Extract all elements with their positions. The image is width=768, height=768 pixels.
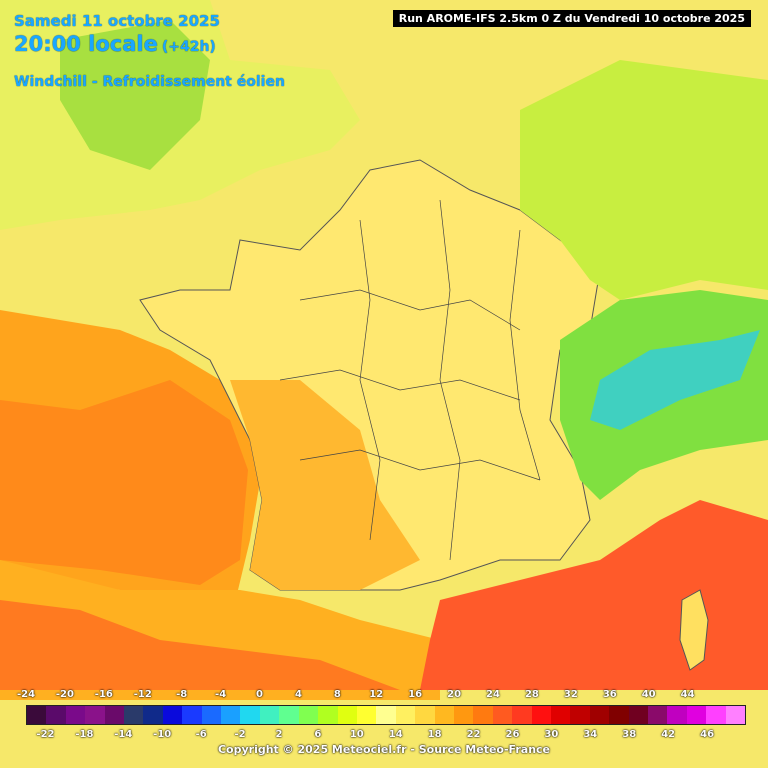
- spain-hot: [0, 600, 400, 690]
- legend-tick-label: 4: [294, 689, 302, 700]
- legend-swatch: [46, 706, 66, 724]
- legend-tick-label: -22: [36, 729, 55, 740]
- legend-tick-label: -14: [114, 729, 133, 740]
- legend-color-scale: [26, 705, 746, 725]
- legend-tick-label: -2: [234, 729, 246, 740]
- legend-swatch: [550, 706, 571, 724]
- legend-tick-label: 24: [486, 689, 500, 700]
- legend-swatch: [706, 706, 726, 724]
- legend-swatch: [648, 706, 668, 724]
- legend-swatch: [667, 706, 687, 724]
- legend-swatch: [434, 706, 454, 724]
- legend-swatch: [589, 706, 610, 724]
- legend-swatch: [240, 706, 260, 724]
- legend-swatch: [609, 706, 629, 724]
- france-southwest-warm: [230, 380, 420, 590]
- legend-swatch: [201, 706, 222, 724]
- legend-tick-label: -24: [16, 689, 36, 700]
- legend-swatch: [124, 706, 144, 724]
- legend-tick-label: 8: [333, 689, 341, 700]
- forecast-date: Samedi 11 octobre 2025: [14, 12, 220, 30]
- forecast-local-time: 20:00 locale: [14, 32, 158, 56]
- legend-tick-label: 46: [700, 729, 715, 740]
- legend-swatch: [27, 706, 47, 724]
- legend-swatch: [182, 706, 202, 724]
- legend-tick-label: -18: [75, 729, 94, 740]
- legend-swatch: [686, 706, 707, 724]
- legend-swatch: [570, 706, 590, 724]
- legend-tick-label: 30: [544, 729, 559, 740]
- france-land: [139, 159, 601, 591]
- legend-swatch: [85, 706, 105, 724]
- legend-tick-label: -8: [176, 689, 188, 700]
- model-run-label: Run AROME-IFS 2.5km 0 Z du Vendredi 10 o…: [392, 10, 751, 27]
- atlantic-deep: [0, 380, 248, 585]
- legend-swatch: [473, 706, 493, 724]
- legend-tick-label: 28: [524, 689, 539, 700]
- legend-swatch: [492, 706, 513, 724]
- legend-swatch: [337, 706, 357, 724]
- legend-tick-label: 20: [447, 689, 462, 700]
- legend-swatch: [395, 706, 416, 724]
- legend-tick-label: 42: [661, 729, 676, 740]
- legend-tick-label: 22: [466, 729, 481, 740]
- legend-tick-label: 2: [275, 729, 283, 740]
- legend-tick-label: -12: [133, 689, 152, 700]
- legend-tick-label: 18: [427, 729, 442, 740]
- legend-swatch: [415, 706, 435, 724]
- legend-tick-label: -4: [215, 689, 227, 700]
- legend-tick-label: 34: [583, 729, 598, 740]
- legend-swatch: [65, 706, 86, 724]
- legend-swatch: [259, 706, 280, 724]
- legend-tick-label: -20: [55, 689, 74, 700]
- legend-swatch: [512, 706, 532, 724]
- legend-swatch: [143, 706, 163, 724]
- legend-swatch: [279, 706, 299, 724]
- legend-tick-label: -16: [94, 689, 113, 700]
- department-borders: [279, 199, 541, 561]
- forecast-step: (+42h): [161, 39, 216, 55]
- legend-tick-label: 40: [641, 689, 656, 700]
- legend-tick-label: 12: [369, 689, 384, 700]
- legend-tick-label: 6: [314, 729, 322, 740]
- legend-swatch: [162, 706, 183, 724]
- northeast-green: [520, 60, 768, 300]
- legend-swatch: [356, 706, 377, 724]
- corsica: [679, 589, 709, 671]
- legend-tick-label: 10: [349, 729, 364, 740]
- legend-tick-label: 14: [388, 729, 403, 740]
- legend-tick-label: -6: [195, 729, 207, 740]
- legend-swatch: [298, 706, 319, 724]
- legend-swatch: [453, 706, 474, 724]
- alps-cold: [590, 330, 760, 430]
- legend-swatch: [104, 706, 125, 724]
- legend-swatch: [318, 706, 338, 724]
- legend-tick-label: -10: [153, 729, 172, 740]
- map-subtitle: Windchill - Refroidissement éolien: [14, 74, 285, 90]
- color-legend: -24 -20 -16 -12 -8 -4 0 4 8 12 16 20 24 28 32 36 40 44 -2…: [0, 684, 768, 768]
- forecast-time: 20:00 locale (+42h): [14, 32, 216, 56]
- legend-tick-label: 44: [680, 689, 695, 700]
- legend-tick-label: 38: [622, 729, 637, 740]
- legend-swatch: [725, 706, 746, 724]
- legend-swatch: [221, 706, 241, 724]
- legend-tick-label: 0: [256, 689, 263, 700]
- legend-swatch: [376, 706, 396, 724]
- legend-tick-label: 36: [602, 689, 617, 700]
- legend-tick-label: 16: [408, 689, 423, 700]
- england-green: [60, 20, 210, 170]
- legend-swatch: [628, 706, 648, 724]
- copyright-text: Copyright © 2025 Meteociel.fr - Source M…: [217, 743, 551, 756]
- legend-swatch: [531, 706, 551, 724]
- legend-tick-label: 32: [563, 689, 578, 700]
- legend-tick-label: 26: [505, 729, 520, 740]
